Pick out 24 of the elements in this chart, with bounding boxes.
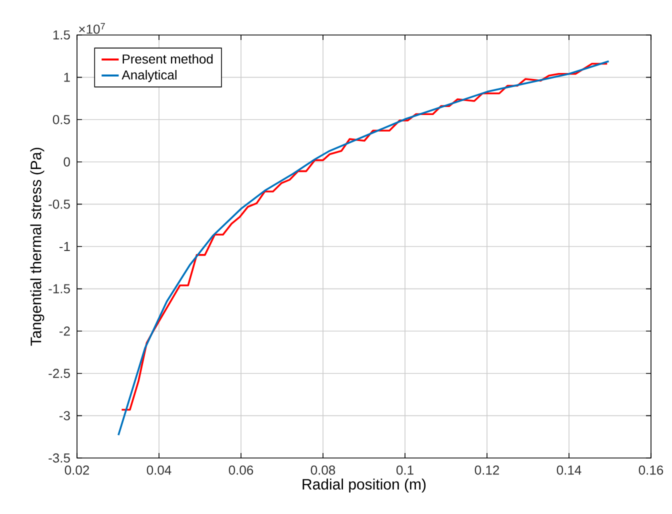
y-tick-label: -2.5: [48, 368, 70, 378]
x-tick-label: 0.1: [396, 466, 414, 475]
y-tick-label: 0: [64, 157, 70, 166]
y-tick-label: 0.5: [52, 114, 70, 124]
legend-label: Analytical: [122, 70, 176, 82]
x-tick-label: 0.02: [64, 466, 89, 475]
y-tick-label: -1: [59, 242, 70, 251]
y-tick-label: -3.5: [48, 453, 70, 463]
x-tick-label: 0.08: [310, 466, 336, 475]
y-axis-title: Tangential thermal stress (Pa): [30, 148, 44, 346]
y-tick-label: -3: [59, 411, 70, 420]
y-tick-label: 1: [64, 72, 70, 82]
y-tick-label: -0.5: [48, 200, 70, 209]
x-tick-label: 0.12: [474, 466, 499, 475]
y-tick-label: -1.5: [48, 284, 70, 294]
x-tick-label: 0.06: [228, 466, 254, 475]
text: ×10$^{7}$: [79, 23, 105, 34]
x-tick-label: 0.16: [638, 466, 664, 475]
y-tick-label: 1.5: [53, 30, 70, 40]
x-tick-label: 0.04: [146, 466, 172, 475]
legend-label: Present method: [122, 54, 213, 64]
y-tick-label: -2: [59, 326, 70, 336]
x-tick-label: 0.14: [556, 466, 582, 475]
x-axis-title: Radial position (m): [302, 478, 426, 493]
